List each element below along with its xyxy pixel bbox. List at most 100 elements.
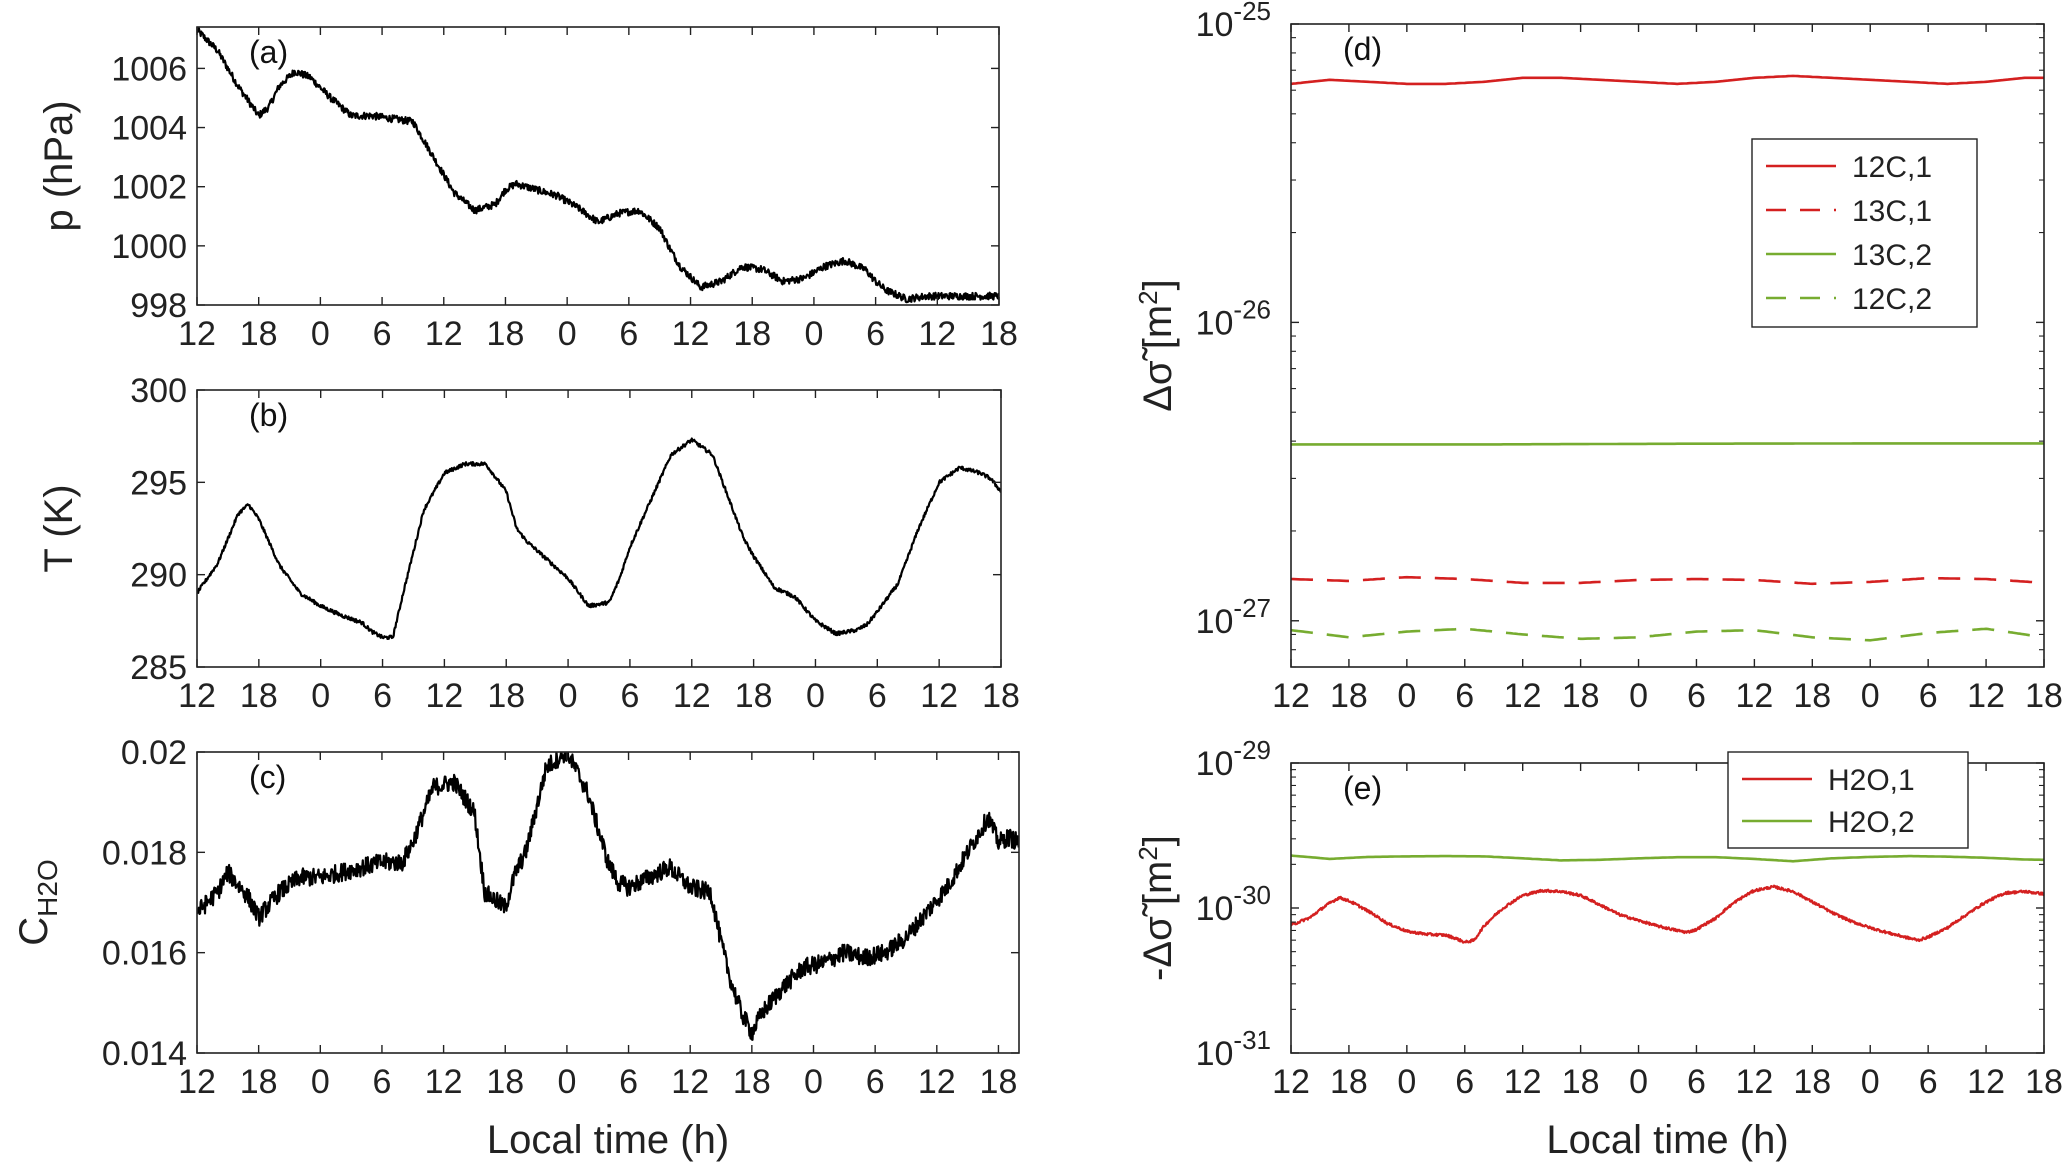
x-tick-label: 0 <box>557 1063 576 1101</box>
x-tick-label: 0 <box>311 677 330 715</box>
x-tick-label: 18 <box>240 1063 278 1101</box>
legend: H2O,1 H2O,2 <box>1727 751 1969 849</box>
y-tick-label: 10-26 <box>1196 294 1271 342</box>
x-tick-label: 18 <box>982 677 1020 715</box>
legend-entry: 13C,1 <box>1852 195 1932 228</box>
x-tick-label: 18 <box>1793 1063 1831 1101</box>
series-line-d-2 <box>1291 442 2044 446</box>
x-tick-label: 12 <box>1272 1063 1310 1101</box>
x-tick-label: 6 <box>373 677 392 715</box>
x-tick-label: 12 <box>1272 677 1310 715</box>
x-tick-label: 18 <box>486 1063 524 1101</box>
series-line-e-1 <box>1291 854 2044 863</box>
x-tick-label: 12 <box>178 1063 216 1101</box>
x-tick-label: 0 <box>559 677 578 715</box>
x-tick-label: 6 <box>1919 677 1938 715</box>
x-tick-label: 0 <box>311 315 330 353</box>
x-tick-label: 12 <box>671 1063 709 1101</box>
x-tick-label: 6 <box>868 677 887 715</box>
x-tick-label: 12 <box>178 677 216 715</box>
x-tick-label: 0 <box>804 315 823 353</box>
x-tick-label: 0 <box>1629 677 1648 715</box>
x-tick-label: 12 <box>1735 1063 1773 1101</box>
y-axis-label: p (hPa) <box>37 100 81 231</box>
y-axis-label: -Δσ̃ [m2] <box>1133 835 1180 981</box>
x-tick-label: 0 <box>806 677 825 715</box>
x-tick-label: 12 <box>672 315 710 353</box>
x-tick-label: 6 <box>619 315 638 353</box>
series-line-d-1 <box>1291 575 2044 586</box>
x-tick-label: 6 <box>866 315 885 353</box>
legend: 12C,1 13C,1 13C,2 12C,2 <box>1751 138 1978 328</box>
x-tick-label: 18 <box>2025 1063 2063 1101</box>
x-tick-label: 18 <box>733 315 771 353</box>
panel-label: (b) <box>249 397 288 433</box>
series-line-d-0 <box>1291 74 2044 86</box>
panel-label: (d) <box>1343 31 1382 67</box>
x-tick-label: 18 <box>2025 677 2063 715</box>
x-tick-label: 18 <box>487 677 525 715</box>
x-axis-label: Local time (h) <box>487 1118 729 1162</box>
x-tick-label: 18 <box>1562 677 1600 715</box>
x-tick-label: 12 <box>673 677 711 715</box>
x-tick-label: 12 <box>1735 677 1773 715</box>
y-tick-label: 0.016 <box>102 935 187 973</box>
panel-c: 12 18 0 6 12 18 0 6 12 18 0 6 12 18 0.014 0.016 0.018 0.0… <box>12 734 1020 1162</box>
x-tick-label: 18 <box>980 1063 1018 1101</box>
x-tick-label: 6 <box>1687 1063 1706 1101</box>
series-line-c-0 <box>197 752 1019 1041</box>
y-tick-label: 1000 <box>111 228 187 266</box>
x-tick-label: 12 <box>178 315 216 353</box>
y-tick-label: 0.014 <box>102 1035 187 1073</box>
x-tick-label: 6 <box>372 1063 391 1101</box>
y-tick-label: 10-27 <box>1196 593 1271 641</box>
x-axis-label: Local time (h) <box>1546 1118 1788 1162</box>
y-tick-label: 10-29 <box>1196 735 1271 783</box>
y-tick-label: 998 <box>130 287 187 325</box>
y-tick-label: 0.018 <box>102 834 187 872</box>
series-line-a-0 <box>197 27 999 304</box>
x-tick-label: 0 <box>1397 677 1416 715</box>
y-axis-label: T (K) <box>37 484 81 572</box>
x-tick-label: 6 <box>619 1063 638 1101</box>
x-tick-label: 18 <box>733 1063 771 1101</box>
x-tick-label: 0 <box>1861 677 1880 715</box>
x-tick-label: 18 <box>980 315 1018 353</box>
x-tick-label: 18 <box>1330 1063 1368 1101</box>
axes-frame <box>196 751 1020 1054</box>
y-tick-label: 0.02 <box>121 734 187 772</box>
legend-entry: 13C,2 <box>1852 239 1932 272</box>
y-tick-label: 300 <box>130 372 187 410</box>
panel-e: 12 18 0 6 12 18 0 6 12 18 0 6 12 18 10-31 10-30 10-29 (e)… <box>1133 735 2063 1162</box>
legend-entry: 12C,1 <box>1852 151 1932 184</box>
y-tick-label: 1002 <box>111 169 187 207</box>
axes-frame <box>1290 23 2045 668</box>
x-tick-label: 0 <box>1629 1063 1648 1101</box>
legend-entry: H2O,1 <box>1828 764 1915 797</box>
x-tick-label: 12 <box>425 315 463 353</box>
x-tick-label: 12 <box>920 677 958 715</box>
panel-b: 12 18 0 6 12 18 0 6 12 18 0 6 12 18 285 290 295 300 (b) T (… <box>37 372 1020 715</box>
y-axis-label: Δσ̃ [m2] <box>1133 279 1180 412</box>
x-tick-label: 0 <box>558 315 577 353</box>
x-tick-label: 6 <box>866 1063 885 1101</box>
panel-d: 12 18 0 6 12 18 0 6 12 18 0 6 12 18 10-27 10-26 10-25 (d)… <box>1133 0 2063 715</box>
x-tick-label: 12 <box>918 315 956 353</box>
x-tick-label: 18 <box>1562 1063 1600 1101</box>
x-tick-label: 18 <box>735 677 773 715</box>
panel-label: (e) <box>1343 770 1382 806</box>
y-tick-label: 10-30 <box>1196 880 1271 928</box>
x-tick-label: 6 <box>1919 1063 1938 1101</box>
x-tick-label: 18 <box>240 677 278 715</box>
x-tick-label: 12 <box>918 1063 956 1101</box>
legend-box <box>1727 751 1969 849</box>
x-tick-label: 0 <box>311 1063 330 1101</box>
x-tick-label: 12 <box>1504 1063 1542 1101</box>
y-axis-label: CH2O <box>12 859 63 945</box>
x-tick-label: 12 <box>1967 1063 2005 1101</box>
x-tick-label: 18 <box>1793 677 1831 715</box>
x-tick-label: 12 <box>1967 677 2005 715</box>
x-tick-label: 6 <box>1455 677 1474 715</box>
legend-entry: 12C,2 <box>1852 283 1932 316</box>
